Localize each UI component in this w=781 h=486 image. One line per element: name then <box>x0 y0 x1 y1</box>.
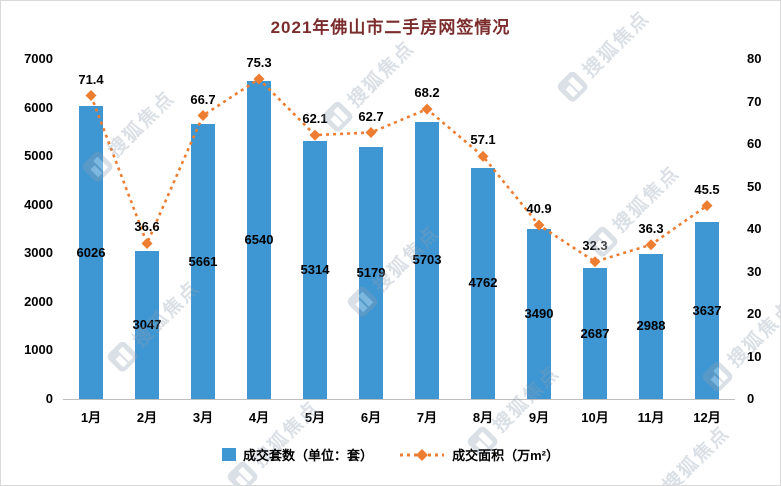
line-marker-icon <box>645 239 657 251</box>
line-value-label: 32.3 <box>582 237 608 253</box>
x-axis-category-label: 11月 <box>637 410 665 425</box>
x-axis-line <box>63 399 735 400</box>
bar <box>359 147 383 399</box>
line-marker-icon <box>533 219 545 231</box>
bar <box>415 121 439 399</box>
bar-value-label: 3637 <box>692 302 722 318</box>
x-axis-category-label: 7月 <box>416 410 438 425</box>
bar <box>303 140 327 399</box>
y-axis-right-tick: 80 <box>747 51 762 66</box>
y-axis-left-tick: 7000 <box>24 51 53 66</box>
line-value-label: 40.9 <box>526 201 552 217</box>
x-axis-category-label: 5月 <box>304 410 326 425</box>
bar <box>471 167 495 399</box>
bar <box>79 106 103 399</box>
bar-value-label: 5179 <box>356 265 386 281</box>
x-axis-category-label: 12月 <box>693 410 721 425</box>
bar-value-label: 6026 <box>76 244 106 260</box>
y-axis-left-tick: 0 <box>45 391 53 406</box>
legend-item-line-series: 成交面积（万m²） <box>399 445 559 464</box>
line-series <box>85 73 713 268</box>
bar-value-label: 5703 <box>412 252 442 268</box>
y-axis-left-tick: 6000 <box>24 99 53 115</box>
bar-value-label: 2988 <box>636 318 666 334</box>
bar <box>583 268 607 399</box>
y-axis-right-tick: 50 <box>747 178 762 194</box>
line-value-label: 36.3 <box>638 220 664 236</box>
line-value-label: 45.5 <box>694 181 720 197</box>
bar <box>247 81 271 399</box>
y-axis-right-tick: 0 <box>747 391 755 406</box>
y-axis-right-tick: 20 <box>747 306 762 321</box>
bar <box>135 251 159 399</box>
bar-value-label: 2687 <box>580 325 610 341</box>
line-value-label: 57.1 <box>470 132 496 148</box>
line-value-label: 66.7 <box>190 91 216 107</box>
line-value-label: 75.3 <box>246 54 272 70</box>
x-axis-category-label: 9月 <box>528 410 550 425</box>
line-value-label: 36.6 <box>134 219 160 235</box>
x-axis-category-label: 8月 <box>472 410 494 425</box>
line-marker-icon <box>253 73 265 85</box>
y-axis-left-tick: 2000 <box>24 293 53 309</box>
bar-value-label: 5314 <box>300 261 330 277</box>
line-value-label: 62.1 <box>302 111 328 127</box>
y-axis-left-tick: 4000 <box>24 196 53 212</box>
line-value-label: 62.7 <box>358 108 384 124</box>
x-axis-category-label: 4月 <box>248 410 270 425</box>
x-axis-category-label: 6月 <box>360 410 382 425</box>
bar-value-label: 6540 <box>244 232 274 248</box>
line-value-label: 68.2 <box>414 85 440 101</box>
line-marker-icon <box>141 237 153 249</box>
bar <box>527 229 551 399</box>
chart-title: 2021年佛山市二手房网签情况 <box>270 18 511 37</box>
line-marker-icon <box>197 110 209 122</box>
y-axis-right-tick: 10 <box>747 348 762 364</box>
x-axis-category-label: 2月 <box>136 410 158 425</box>
line-marker-icon <box>701 200 713 212</box>
y-axis-left-tick: 5000 <box>24 148 53 164</box>
bar-value-label: 3490 <box>524 306 554 322</box>
bar <box>639 253 663 399</box>
line-marker-icon <box>589 256 601 268</box>
line-path <box>89 77 708 264</box>
y-axis-right-tick: 70 <box>747 93 762 109</box>
y-axis-right-tick: 30 <box>747 263 762 279</box>
x-axis-category-label: 3月 <box>192 410 214 425</box>
y-axis-left-tick: 1000 <box>24 342 53 358</box>
chart-legend: 成交套数（单位：套） 成交面积（万m²） <box>1 445 780 464</box>
bar-value-label: 4762 <box>468 275 498 291</box>
y-axis-right-tick: 40 <box>747 221 762 236</box>
line-marker-icon <box>477 150 489 162</box>
bar-series-swatch-icon <box>222 448 237 461</box>
y-axis-left-tick: 3000 <box>24 245 53 261</box>
bar-value-label: 5661 <box>188 253 218 269</box>
y-axis-right-tick: 60 <box>747 136 762 151</box>
legend-label-line-series: 成交面积（万m²） <box>452 448 559 463</box>
line-value-label: 71.4 <box>78 71 104 87</box>
line-marker-icon <box>421 103 433 115</box>
bar <box>191 124 215 399</box>
bar <box>695 222 719 399</box>
x-axis-category-label: 1月 <box>80 410 102 425</box>
legend-item-bar-series: 成交套数（单位：套） <box>222 445 373 464</box>
x-axis-category-label: 10月 <box>581 410 609 425</box>
line-series-swatch-icon <box>400 448 445 461</box>
line-marker-icon <box>309 129 321 141</box>
line-marker-icon <box>365 127 377 139</box>
line-marker-icon <box>85 90 97 102</box>
bar-value-label: 3047 <box>132 317 162 332</box>
legend-label-bar-series: 成交套数（单位：套） <box>243 448 374 463</box>
